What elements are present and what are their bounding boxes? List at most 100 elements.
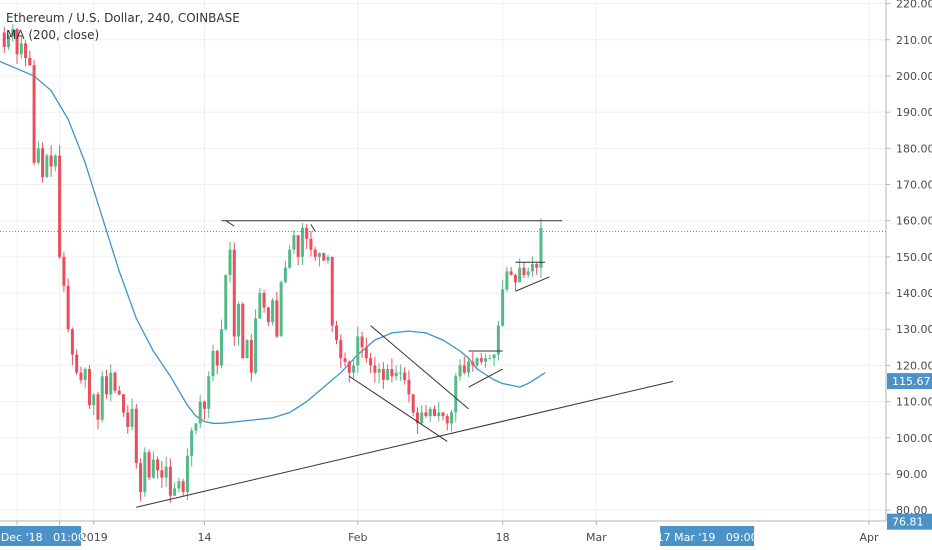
candle-body: [314, 250, 317, 257]
y-tick-label: 160.00: [896, 215, 932, 228]
candle-body: [88, 369, 91, 405]
candle-body: [510, 271, 513, 275]
candle-body: [177, 481, 180, 488]
trendline: [226, 221, 235, 226]
y-tick-label: 110.00: [896, 396, 932, 409]
candle-body: [484, 358, 487, 362]
candle-body: [497, 326, 500, 355]
candle-body: [501, 289, 504, 325]
candle-body: [420, 412, 423, 423]
trendline: [349, 376, 447, 441]
candle-body: [399, 373, 402, 374]
candle-body: [79, 373, 82, 380]
candle-body: [50, 156, 53, 167]
candle-body: [101, 376, 104, 419]
candle-body: [143, 452, 146, 492]
x-tick-label: 14: [197, 531, 211, 544]
candle-body: [45, 156, 48, 178]
candle-body: [361, 336, 364, 347]
candle-body: [126, 412, 129, 426]
candle-body: [211, 351, 214, 376]
candle-body: [152, 459, 155, 477]
candle-body: [37, 148, 40, 162]
candle-body: [194, 423, 197, 430]
candle-body: [246, 340, 249, 358]
y-tick-label: 200.00: [896, 70, 932, 83]
candle-body: [271, 300, 274, 322]
y-tick-label: 210.00: [896, 34, 932, 47]
candle-body: [424, 412, 427, 416]
candle-body: [54, 156, 57, 167]
candle-body: [224, 275, 227, 329]
candle-body: [122, 394, 125, 412]
candle-body: [203, 402, 206, 409]
candle-body: [463, 365, 466, 372]
candle-body: [505, 271, 508, 289]
candle-body: [539, 228, 542, 268]
candle-body: [267, 308, 270, 322]
candle-body: [412, 394, 415, 412]
candle-body: [390, 369, 393, 376]
candle-body: [514, 275, 517, 282]
candle-body: [518, 268, 521, 282]
candle-body: [156, 459, 159, 470]
candle-body: [467, 362, 470, 373]
candle-body: [216, 351, 219, 365]
x-tick-label: 18: [496, 531, 510, 544]
candle-body: [109, 373, 112, 395]
candle-body: [335, 326, 338, 340]
candle-body: [284, 268, 287, 282]
indicator-label: MA (200, close): [6, 27, 240, 44]
y-tick-label: 90.00: [896, 468, 928, 481]
candle-body: [96, 394, 99, 419]
candle-body: [433, 409, 436, 416]
candle-body: [297, 235, 300, 257]
candle-body: [459, 365, 462, 376]
candle-body: [233, 250, 236, 337]
candle-body: [186, 456, 189, 492]
candle-body: [339, 340, 342, 358]
chart-legend: Ethereum / U.S. Dollar, 240, COINBASE MA…: [6, 10, 240, 44]
candle-body: [58, 156, 61, 257]
candle-body: [28, 58, 31, 65]
time-label: 07 Dec '18 01:00: [0, 531, 85, 544]
candle-body: [522, 268, 525, 275]
price-label: 115.67: [892, 375, 931, 388]
candle-body: [288, 250, 291, 268]
candle-body: [488, 358, 491, 359]
y-tick-label: 220.00: [896, 0, 932, 11]
grid-lines: [0, 0, 886, 521]
candle-body: [531, 264, 534, 271]
candle-body: [292, 235, 295, 249]
candle-body: [237, 304, 240, 337]
x-tick-label: Feb: [348, 531, 367, 544]
candle-body: [20, 43, 23, 54]
candle-body: [527, 271, 530, 275]
candle-body: [386, 369, 389, 380]
candle-body: [318, 253, 321, 257]
y-tick-label: 180.00: [896, 142, 932, 155]
candle-body: [344, 358, 347, 362]
candle-body: [352, 365, 355, 372]
trendline: [311, 224, 315, 231]
candle-body: [118, 391, 121, 395]
candle-body: [190, 431, 193, 456]
candle-body: [280, 282, 283, 336]
candle-body: [131, 409, 134, 427]
candle-body: [67, 286, 70, 329]
candle-body: [369, 358, 372, 365]
candle-body: [442, 412, 445, 416]
candle-body: [62, 257, 65, 286]
candle-body: [229, 250, 232, 275]
candle-body: [160, 470, 163, 477]
trendline: [371, 326, 469, 409]
candle-body: [382, 369, 385, 380]
candle-body: [378, 369, 381, 373]
price-label: 76.81: [892, 516, 924, 529]
candle-body: [173, 488, 176, 495]
candle-body: [254, 318, 257, 372]
candle-body: [165, 467, 168, 478]
candle-body: [275, 300, 278, 336]
candle-body: [348, 362, 351, 373]
